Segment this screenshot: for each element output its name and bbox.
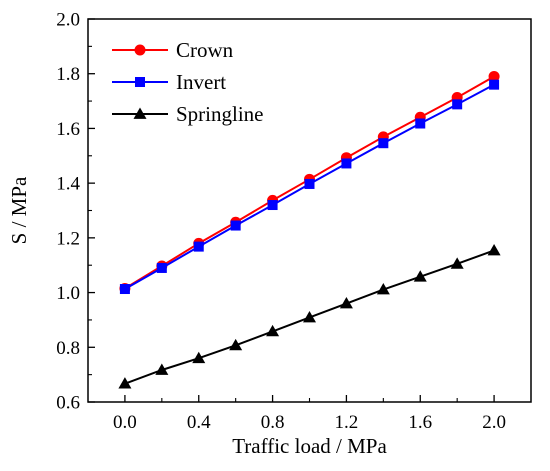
invert-point <box>156 262 167 273</box>
x-tick-label: 1.6 <box>408 412 432 433</box>
crown-point <box>488 70 500 82</box>
legend-item-springline: Springline <box>112 102 264 126</box>
invert-point <box>452 99 463 110</box>
springline-point <box>118 377 132 389</box>
springline-point <box>266 324 280 337</box>
springline-point <box>487 243 501 256</box>
springline-point <box>413 270 427 282</box>
springline-point <box>450 257 464 269</box>
x-tick-label: 0.4 <box>187 412 211 433</box>
invert-point <box>378 138 389 149</box>
legend-marker <box>133 107 147 119</box>
legend-label: Springline <box>176 102 264 126</box>
axis-ticks <box>88 18 495 403</box>
invert-point <box>489 79 500 90</box>
series-springline <box>118 243 501 389</box>
series-layer <box>118 70 501 389</box>
tick-labels: 0.0 0.4 0.8 1.2 1.6 2.0 0.6 0.8 1.0 1.2 1.4 1.6 1.8 2… <box>56 10 506 434</box>
legend: Crown Invert Springline <box>112 38 264 126</box>
y-tick-label: 1.2 <box>56 228 80 249</box>
springline-point <box>155 363 169 375</box>
legend-label: Crown <box>176 38 234 62</box>
x-tick-label: 1.2 <box>335 412 359 433</box>
invert-point <box>267 200 278 211</box>
legend-marker <box>135 77 145 87</box>
y-tick-label: 1.6 <box>56 119 80 140</box>
y-tick-label: 2.0 <box>56 10 80 31</box>
y-tick-label: 0.8 <box>56 338 80 359</box>
invert-point <box>341 158 352 169</box>
y-tick-label: 0.6 <box>56 393 80 414</box>
plot-frame <box>87 18 532 403</box>
y-tick-label: 1.0 <box>56 283 80 304</box>
x-tick-label: 2.0 <box>482 412 506 433</box>
springline-point <box>229 338 243 351</box>
x-tick-label: 0.0 <box>113 412 137 433</box>
y-tick-label: 1.4 <box>56 174 80 195</box>
invert-point <box>119 284 130 295</box>
invert-point <box>415 118 426 129</box>
legend-label: Invert <box>176 70 226 94</box>
legend-marker <box>134 44 146 56</box>
legend-item-invert: Invert <box>112 70 226 94</box>
legend-item-crown: Crown <box>112 38 234 62</box>
y-axis-label: S / MPa <box>7 176 31 244</box>
y-tick-label: 1.8 <box>56 64 80 85</box>
x-tick-label: 0.8 <box>261 412 285 433</box>
invert-point <box>304 178 315 189</box>
springline-point <box>339 297 353 309</box>
series-invert <box>119 79 500 295</box>
invert-point <box>193 241 204 252</box>
springline-point <box>303 310 316 323</box>
invert-point <box>230 220 241 231</box>
springline-point <box>376 283 390 295</box>
springline-point <box>192 351 206 364</box>
x-axis-label: Traffic load / MPa <box>232 434 387 458</box>
